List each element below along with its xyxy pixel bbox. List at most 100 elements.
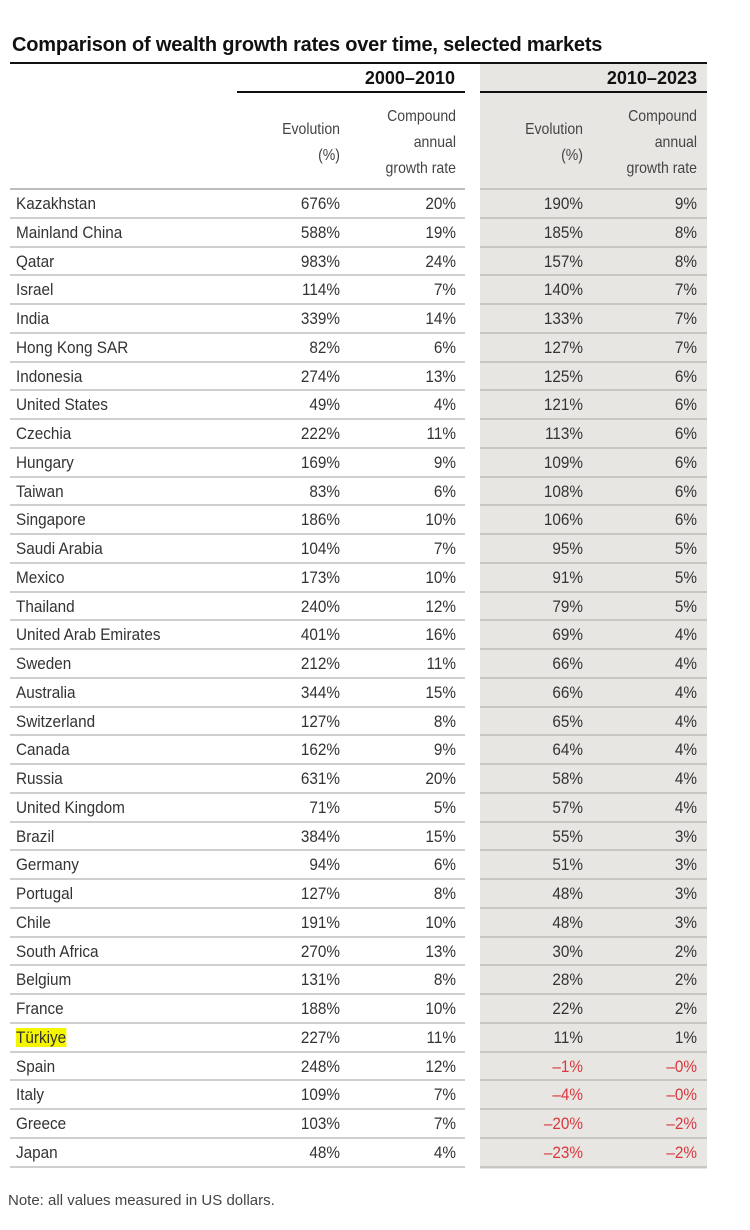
cagr-2000-2010: 14%	[425, 309, 456, 328]
evolution-2010-2023: 58%	[552, 769, 583, 788]
country-label: Türkiye	[16, 1027, 67, 1047]
row-divider	[10, 763, 465, 765]
cagr-2000-2010: 7%	[433, 1114, 456, 1133]
row-divider	[10, 935, 465, 938]
table-row: United Arab Emirates 401% 16% 69% 4%	[0, 621, 750, 650]
evolution-2000-2010: 401%	[300, 625, 340, 645]
evolution-2010-2023: 22%	[552, 999, 583, 1018]
cagr-2000-2010: 24%	[425, 251, 456, 271]
cagr-2010-2023: 6%	[674, 510, 697, 530]
country-name: Qatar	[16, 251, 54, 273]
table-row: Mainland China 588% 19% 185% 8%	[0, 219, 750, 248]
cagr-2010-2023: 4%	[674, 625, 697, 645]
cagr-2000-2010: 8%	[433, 884, 456, 903]
table-row: Qatar 983% 24% 157% 8%	[0, 248, 750, 277]
cagr-2010-2023: 6%	[674, 481, 697, 501]
country-name: Singapore	[16, 509, 86, 531]
country-name: Mexico	[16, 567, 64, 589]
evolution-2000-2010: 339%	[300, 309, 340, 328]
cagr-2010-2023: 1%	[674, 1027, 697, 1047]
period-2-shading	[480, 64, 707, 1169]
country-label: Greece	[16, 1114, 67, 1133]
row-divider	[480, 906, 707, 909]
country-label: Taiwan	[16, 481, 64, 501]
evolution-2010-2023: 64%	[552, 740, 583, 760]
evolution-2000-2010: 173%	[300, 567, 340, 587]
row-divider	[10, 533, 465, 535]
evolution-2000-2010: 94%	[309, 855, 340, 875]
header-line: Evolution	[525, 121, 583, 138]
table-row: Israel 114% 7% 140% 7%	[0, 276, 750, 305]
cagr-2000-2010: 19%	[425, 222, 456, 242]
row-divider	[10, 475, 465, 478]
period-2-rule	[480, 91, 707, 93]
country-label: Czechia	[16, 424, 72, 443]
cagr-2010-2023: 4%	[674, 682, 697, 702]
cagr-2000-2010: 12%	[425, 596, 456, 616]
row-divider	[480, 360, 707, 363]
evolution-2000-2010: 240%	[300, 596, 340, 616]
cagr-2010-2023: 6%	[674, 395, 697, 415]
evolution-2000-2010: 344%	[300, 682, 340, 702]
header-rule	[480, 188, 707, 190]
col-header-evolution-2: Evolution (%)	[495, 117, 583, 169]
cagr-2010-2023: 2%	[674, 999, 697, 1018]
evolution-2000-2010: 186%	[300, 510, 340, 530]
row-divider	[10, 561, 465, 564]
table-row: Saudi Arabia 104% 7% 95% 5%	[0, 535, 750, 564]
cagr-2010-2023: 4%	[674, 740, 697, 760]
cagr-2000-2010: 10%	[425, 567, 456, 587]
table-row: Belgium 131% 8% 28% 2%	[0, 966, 750, 995]
country-label: Israel	[16, 280, 54, 300]
country-label: United Kingdom	[16, 797, 125, 817]
evolution-2010-2023: 79%	[552, 596, 583, 616]
row-divider	[10, 878, 465, 880]
cagr-2000-2010: 8%	[433, 970, 456, 990]
evolution-2000-2010: 162%	[300, 740, 340, 760]
cagr-2010-2023: 8%	[674, 251, 697, 271]
table-row: Germany 94% 6% 51% 3%	[0, 851, 750, 880]
evolution-2000-2010: 270%	[300, 941, 340, 961]
table-body: Kazakhstan 676% 20% 190% 9% Mainland China 588…	[0, 188, 750, 1168]
evolution-2010-2023: –20%	[543, 1114, 583, 1133]
country-name: Belgium	[16, 969, 71, 991]
country-name: France	[16, 998, 64, 1020]
country-label: United States	[16, 395, 108, 415]
table-row: Japan 48% 4% –23% –2%	[0, 1139, 750, 1168]
evolution-2000-2010: 588%	[300, 222, 340, 242]
country-name: Israel	[16, 279, 53, 301]
country-label: Mainland China	[16, 222, 123, 242]
cagr-2000-2010: 4%	[433, 1142, 456, 1162]
row-divider	[480, 820, 707, 823]
header-line: (%)	[318, 147, 340, 164]
col-header-cagr-1: Compound annual growth rate	[359, 104, 456, 182]
evolution-2010-2023: 185%	[543, 222, 583, 242]
footnote: Note: all values measured in US dollars.	[8, 1192, 275, 1209]
table-row: Mexico 173% 10% 91% 5%	[0, 564, 750, 593]
table-row: Switzerland 127% 8% 65% 4%	[0, 708, 750, 737]
cagr-2010-2023: –2%	[666, 1114, 697, 1133]
table-row: Taiwan 83% 6% 108% 6%	[0, 478, 750, 507]
row-divider	[10, 1108, 465, 1110]
row-divider	[10, 705, 465, 708]
cagr-2000-2010: 11%	[426, 654, 456, 673]
row-divider	[10, 418, 465, 420]
country-name: Japan	[16, 1142, 58, 1164]
row-divider	[480, 878, 707, 880]
country-label: Spain	[16, 1056, 56, 1076]
row-divider	[480, 849, 707, 852]
evolution-2000-2010: 188%	[300, 999, 340, 1018]
cagr-2010-2023: 6%	[674, 424, 697, 443]
country-label: Mexico	[16, 567, 65, 587]
evolution-2000-2010: 82%	[309, 337, 340, 357]
country-name: Brazil	[16, 826, 54, 848]
cagr-2010-2023: 7%	[674, 309, 697, 328]
country-label: United Arab Emirates	[16, 625, 161, 645]
country-name: United States	[16, 394, 108, 416]
table-row: France 188% 10% 22% 2%	[0, 995, 750, 1024]
row-divider	[10, 964, 465, 967]
row-divider	[10, 1050, 465, 1053]
evolution-2000-2010: 248%	[300, 1056, 340, 1076]
evolution-2010-2023: –23%	[543, 1142, 583, 1162]
evolution-2010-2023: 95%	[552, 539, 583, 558]
